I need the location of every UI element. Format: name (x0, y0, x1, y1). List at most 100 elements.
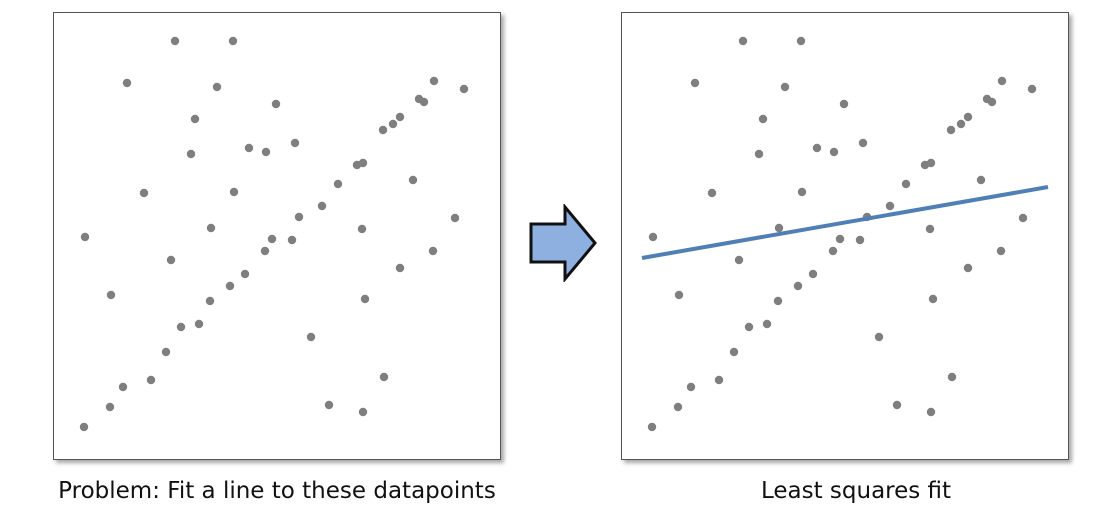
scatter-plot-left (79, 36, 469, 432)
data-point (166, 255, 176, 265)
data-point (306, 332, 316, 342)
data-point (926, 407, 936, 417)
data-point (744, 322, 754, 332)
data-point (379, 372, 389, 382)
data-point (290, 138, 300, 148)
data-point (261, 147, 271, 157)
data-point (963, 263, 973, 273)
data-point (1018, 213, 1028, 223)
data-point (360, 294, 370, 304)
data-point (829, 147, 839, 157)
data-point (388, 119, 398, 129)
data-point (459, 84, 469, 94)
data-point (206, 223, 216, 233)
data-point (796, 36, 806, 46)
data-point (79, 422, 89, 432)
data-point (996, 246, 1006, 256)
data-point (267, 234, 277, 244)
data-point (963, 112, 973, 122)
data-point (874, 332, 884, 342)
right-arrow-icon (529, 204, 597, 282)
data-point (812, 143, 822, 153)
data-point (901, 179, 911, 189)
data-point (428, 246, 438, 256)
data-point (358, 158, 368, 168)
data-point (729, 347, 739, 357)
data-point (793, 281, 803, 291)
data-point (707, 188, 717, 198)
data-point (228, 36, 238, 46)
data-point (414, 94, 424, 104)
data-point (885, 201, 895, 211)
data-point (839, 99, 849, 109)
data-point (956, 119, 966, 129)
data-point (450, 213, 460, 223)
data-point (808, 269, 818, 279)
data-point (892, 400, 902, 410)
arrow-shape (529, 204, 597, 282)
data-point (858, 138, 868, 148)
data-point (797, 187, 807, 197)
data-point (271, 99, 281, 109)
data-point (855, 235, 865, 245)
result-caption: Least squares fit (760, 478, 952, 504)
data-point (925, 224, 935, 234)
data-point (762, 319, 772, 329)
data-point (758, 114, 768, 124)
data-point (176, 322, 186, 332)
data-point (244, 143, 254, 153)
data-point (976, 175, 986, 185)
scatter-panel-right (621, 12, 1069, 460)
data-point (317, 201, 327, 211)
least-squares-fit-line (641, 185, 1049, 260)
data-point (734, 255, 744, 265)
data-point (673, 402, 683, 412)
data-point (106, 290, 116, 300)
data-point (395, 263, 405, 273)
data-point (774, 223, 784, 233)
data-point (835, 234, 845, 244)
data-point (408, 175, 418, 185)
data-point (170, 36, 180, 46)
data-point (1027, 84, 1037, 94)
data-point (190, 114, 200, 124)
data-point (378, 125, 388, 135)
data-point (773, 296, 783, 306)
data-point (928, 294, 938, 304)
data-point (194, 319, 204, 329)
data-point (982, 94, 992, 104)
data-point (647, 422, 657, 432)
data-point (690, 78, 700, 88)
data-point (105, 402, 115, 412)
data-point (395, 112, 405, 122)
data-point (118, 382, 128, 392)
data-point (205, 296, 215, 306)
data-point (714, 375, 724, 385)
data-point (754, 149, 764, 159)
data-point (229, 187, 239, 197)
data-point (225, 281, 235, 291)
data-point (674, 290, 684, 300)
data-point (947, 372, 957, 382)
data-point (324, 400, 334, 410)
data-point (357, 224, 367, 234)
data-point (946, 125, 956, 135)
problem-caption: Problem: Fit a line to these datapoints (58, 478, 496, 504)
data-point (997, 76, 1007, 86)
data-point (80, 232, 90, 242)
scatter-panel-left (53, 12, 501, 460)
data-point (287, 235, 297, 245)
data-point (686, 382, 696, 392)
data-point (333, 179, 343, 189)
data-point (926, 158, 936, 168)
data-point (240, 269, 250, 279)
data-point (186, 149, 196, 159)
data-point (358, 407, 368, 417)
data-point (146, 375, 156, 385)
data-point (212, 82, 222, 92)
data-point (139, 188, 149, 198)
data-point (780, 82, 790, 92)
data-point (294, 212, 304, 222)
data-point (429, 76, 439, 86)
data-point (828, 246, 838, 256)
